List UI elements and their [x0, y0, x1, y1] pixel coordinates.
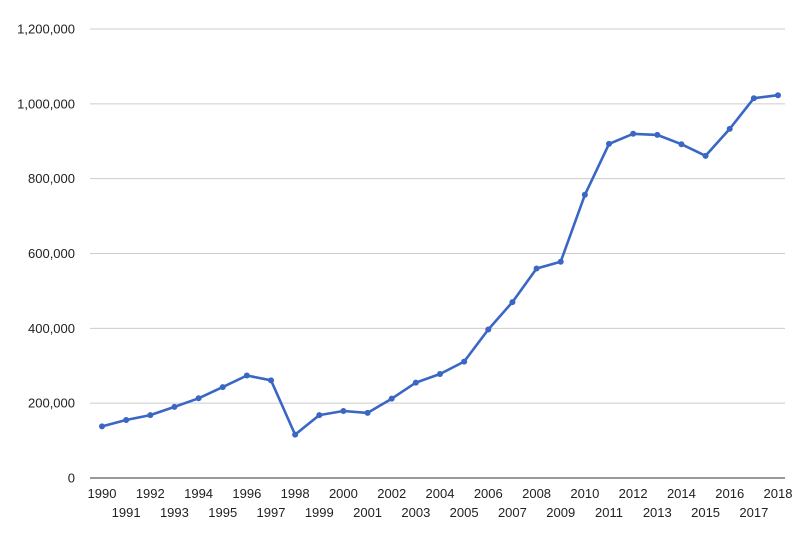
x-tick-label: 1994 [184, 486, 213, 501]
data-point [99, 423, 105, 430]
x-tick-label: 1991 [112, 505, 141, 520]
x-tick-label: 2017 [739, 505, 768, 520]
data-point [388, 395, 395, 402]
data-point [509, 299, 516, 306]
data-point [437, 370, 443, 377]
x-tick-label: 2004 [426, 486, 455, 501]
x-tick-label: 2013 [643, 505, 672, 520]
x-tick-label: 2011 [595, 505, 623, 520]
x-tick-label: 2014 [667, 486, 696, 501]
y-tick-label: 600,000 [28, 246, 75, 261]
data-point [654, 131, 661, 138]
x-tick-label: 2003 [401, 505, 430, 520]
data-point [461, 358, 468, 365]
y-tick-label: 200,000 [28, 396, 75, 411]
x-tick-label: 2008 [522, 486, 551, 501]
data-point [412, 379, 419, 386]
x-tick-label: 2012 [619, 486, 648, 501]
y-tick-label: 1,000,000 [17, 96, 75, 111]
x-tick-label: 1992 [136, 486, 165, 501]
data-point [606, 140, 612, 147]
data-point [123, 417, 130, 424]
series-line [100, 93, 780, 436]
x-tick-label: 2015 [691, 505, 720, 520]
data-point [726, 125, 733, 132]
data-point [581, 191, 588, 198]
y-axis-tick-labels: 0 200,000 400,000 600,000 800,000 1,000,000 1,… [17, 22, 75, 486]
gridlines [90, 28, 785, 404]
data-point [485, 326, 492, 333]
y-tick-label: 400,000 [28, 321, 75, 336]
x-tick-label: 2016 [715, 486, 744, 501]
x-tick-label: 2005 [450, 505, 479, 520]
y-tick-label: 0 [68, 471, 75, 486]
data-point [292, 431, 299, 438]
data-point [678, 141, 685, 148]
x-tick-label: 2007 [498, 505, 527, 520]
data-point [195, 395, 202, 402]
series-points [99, 92, 781, 438]
data-point [171, 403, 178, 410]
x-tick-label: 1999 [305, 505, 334, 520]
data-point [268, 377, 274, 384]
data-point [243, 372, 250, 379]
x-tick-label: 2018 [764, 486, 793, 501]
data-point [533, 265, 540, 272]
x-tick-label: 2002 [377, 486, 406, 501]
x-tick-label: 2001 [353, 505, 382, 520]
data-point [147, 412, 154, 419]
data-point [316, 412, 323, 419]
x-tick-label: 1998 [281, 486, 310, 501]
x-tick-label: 1995 [208, 505, 237, 520]
x-tick-label: 1997 [257, 505, 286, 520]
y-tick-label: 800,000 [28, 171, 75, 186]
x-axis-tick-labels: 1990 1991 1992 1993 1994 1995 1996 1997 1998 1999… [88, 486, 793, 520]
data-point [702, 152, 709, 159]
data-point [364, 409, 371, 416]
data-point [775, 92, 781, 99]
x-tick-label: 2006 [474, 486, 503, 501]
data-point [219, 384, 226, 391]
x-tick-label: 1993 [160, 505, 189, 520]
x-tick-label: 2009 [546, 505, 575, 520]
data-point [557, 258, 564, 265]
x-tick-label: 1990 [88, 486, 117, 501]
x-tick-label: 2000 [329, 486, 358, 501]
x-tick-label: 2010 [570, 486, 599, 501]
data-point [750, 95, 757, 102]
x-tick-label: 1996 [232, 486, 261, 501]
data-point [340, 408, 347, 415]
data-point [630, 130, 637, 137]
y-tick-label: 1,200,000 [17, 22, 75, 37]
